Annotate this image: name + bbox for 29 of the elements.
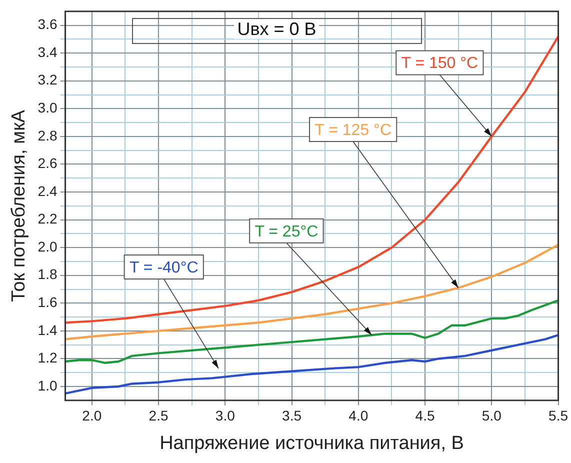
y-tick-label: 3.2 bbox=[38, 72, 58, 88]
y-tick-label: 2.8 bbox=[38, 127, 58, 144]
y-tick-label: 1.8 bbox=[38, 266, 58, 282]
x-tick-label: 5.0 bbox=[482, 408, 502, 424]
y-axis-title: Ток потребления, мкА bbox=[8, 110, 30, 302]
y-tick-label: 2.4 bbox=[38, 182, 58, 199]
y-tick-label: 2.0 bbox=[38, 238, 58, 254]
y-tick-label: 1.2 bbox=[38, 350, 58, 366]
x-axis-title: Напряжение источника питания, В bbox=[160, 432, 464, 454]
x-tick-label: 2.0 bbox=[82, 408, 102, 424]
y-tick-label: 3.6 bbox=[38, 16, 58, 32]
y-tick-label: 2.6 bbox=[38, 155, 58, 172]
text: T = 25°C bbox=[254, 223, 318, 240]
x-tick-label: 5.5 bbox=[548, 408, 568, 424]
x-tick-label: 2.5 bbox=[148, 408, 168, 424]
x-tick-label: 3.5 bbox=[282, 408, 302, 424]
x-tick-label: 4.5 bbox=[415, 408, 435, 424]
y-tick-label: 2.2 bbox=[38, 210, 58, 227]
annotation: Uвх = 0 В bbox=[234, 19, 320, 40]
x-tick-label: 3.0 bbox=[215, 408, 236, 424]
y-tick-label: 3.0 bbox=[38, 100, 58, 116]
text: T = 150 °C bbox=[401, 55, 478, 72]
y-tick-label: 1.0 bbox=[38, 377, 58, 394]
y-tick-label: 1.6 bbox=[38, 294, 58, 310]
y-tick-label: 1.4 bbox=[38, 322, 58, 338]
x-tick-label: 4.0 bbox=[348, 408, 368, 424]
text: T = -40°C bbox=[129, 259, 198, 276]
text: T = 125 °C bbox=[314, 122, 392, 139]
y-tick-label: 3.4 bbox=[38, 44, 58, 60]
